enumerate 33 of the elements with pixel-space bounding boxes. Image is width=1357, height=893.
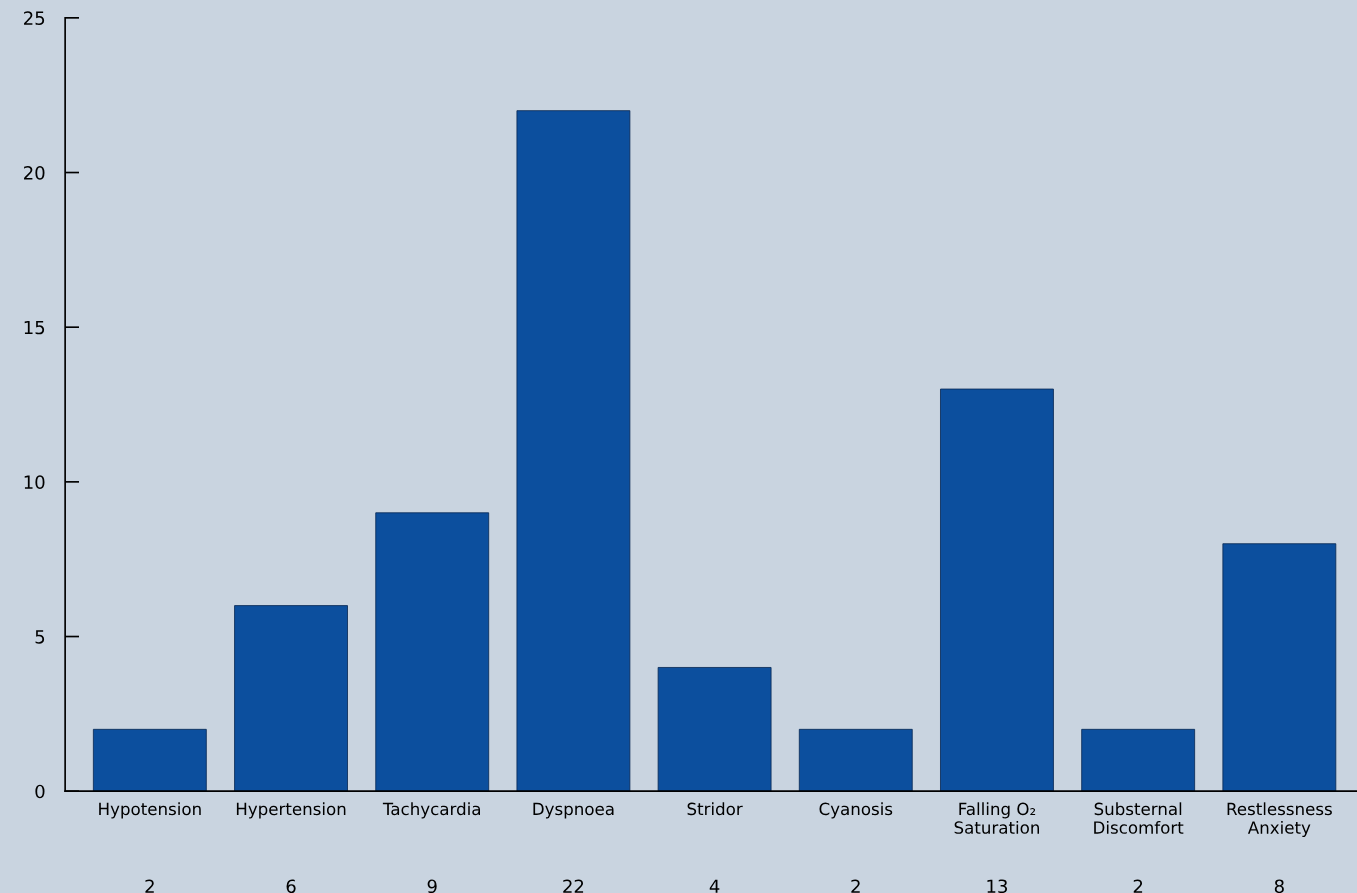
y-tick-label: 10 <box>24 475 45 489</box>
data-label: 22 <box>563 879 584 893</box>
data-label: 6 <box>286 879 296 893</box>
data-label: 9 <box>427 879 437 893</box>
x-tick-label: Substernal Discomfort <box>1094 802 1184 834</box>
y-tick-label: 25 <box>24 11 45 25</box>
bar <box>657 667 772 792</box>
data-label: 13 <box>987 879 1008 893</box>
x-tick-label: Hypertension <box>236 802 346 819</box>
x-tick-label: Stridor <box>687 802 743 816</box>
y-tick-label: 5 <box>35 630 45 644</box>
data-label: 8 <box>1274 879 1284 893</box>
bar <box>234 605 348 792</box>
y-tick-label: 20 <box>24 165 45 180</box>
x-tick-label: Tachycardia <box>382 802 481 819</box>
bar <box>1222 543 1337 792</box>
bar <box>940 388 1054 792</box>
x-tick-label: Falling O₂ Saturation <box>954 802 1039 834</box>
x-tick-label: Cyanosis <box>819 802 893 819</box>
x-tick-label: Hypotension <box>99 802 201 819</box>
y-tick-label: 0 <box>35 784 45 799</box>
bar <box>1081 728 1196 792</box>
data-label: 4 <box>709 879 720 893</box>
bar <box>516 110 631 792</box>
data-label: 2 <box>1133 879 1143 893</box>
y-tick-label: 15 <box>24 320 45 335</box>
data-label: 2 <box>851 879 860 893</box>
bar <box>798 728 913 792</box>
bar <box>375 512 490 792</box>
x-tick-label: Dyspnoea <box>533 802 614 819</box>
bar <box>92 728 207 792</box>
x-tick-label: Restlessness Anxiety <box>1227 802 1332 838</box>
data-label: 2 <box>145 879 154 893</box>
